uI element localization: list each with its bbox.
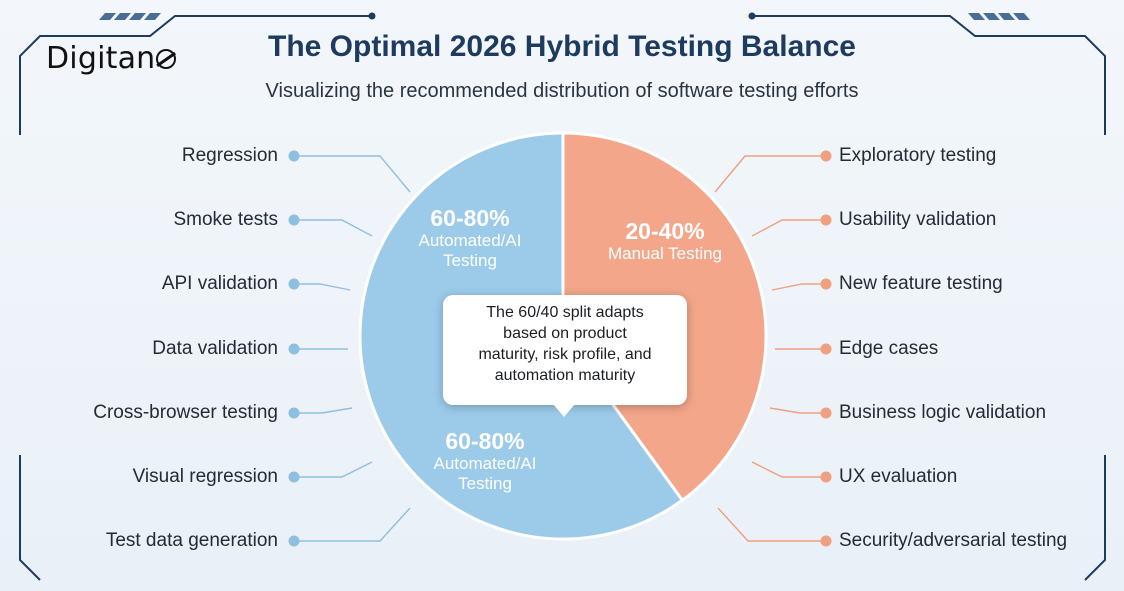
bullet-dot [288, 278, 300, 290]
bullet-dot [820, 278, 832, 290]
automated-item-label: Visual regression [132, 466, 278, 487]
pie-label-manual: 20-40% Manual Testing [607, 218, 723, 264]
bullet-dot [820, 343, 832, 355]
logo-o-mark-icon [156, 49, 177, 69]
manual-item-label: Exploratory testing [839, 145, 997, 166]
bullet-dot [288, 407, 300, 419]
manual-item-label: Usability validation [839, 209, 997, 230]
manual-item-label: Security/adversarial testing [839, 530, 1068, 551]
connector-line [714, 155, 826, 193]
connector-line [294, 219, 373, 237]
callout-line: automation maturity [494, 367, 636, 384]
automated-item-label: API validation [161, 273, 278, 294]
bullet-dot [288, 214, 300, 226]
bullet-dot [820, 535, 832, 547]
manual-item-label: Business logic validation [839, 402, 1047, 423]
page-subtitle: Visualizing the recommended distribution… [265, 80, 859, 102]
page-title: The Optimal 2026 Hybrid Testing Balance [268, 30, 856, 63]
connector-line [751, 461, 826, 478]
connector-line [294, 461, 373, 478]
manual-item-label: UX evaluation [839, 466, 958, 487]
callout-line: based on product [503, 325, 627, 342]
pie-label-automated-top: 60-80% Automated/AI Testing [418, 205, 522, 270]
bullet-dot [288, 471, 300, 483]
bullet-dot [820, 150, 832, 162]
bullet-dot [288, 343, 300, 355]
center-callout: The 60/40 split adapts based on product … [443, 295, 687, 417]
automated-item-label: Regression [181, 145, 278, 166]
connector-line [294, 283, 351, 291]
automated-item-label: Test data generation [105, 530, 278, 551]
bullet-dot [820, 471, 832, 483]
callout-line: maturity, risk profile, and [478, 346, 652, 363]
bullet-dot [820, 407, 832, 419]
connector-line [294, 155, 411, 193]
bullet-dot [288, 150, 300, 162]
callout-line: The 60/40 split adapts [486, 304, 644, 321]
bullet-dot [288, 535, 300, 547]
connector-line [769, 407, 826, 414]
connector-line [717, 507, 826, 542]
manual-item-label: Edge cases [839, 338, 939, 359]
connector-line [294, 407, 353, 414]
automated-item-label: Cross-browser testing [93, 402, 278, 423]
connector-line [294, 507, 411, 542]
connector-line [771, 283, 826, 291]
brand-logo: Digitan [46, 44, 177, 74]
pie-label-automated-bottom: 60-80% Automated/AI Testing [433, 428, 537, 493]
automated-item-label: Data validation [152, 338, 278, 359]
manual-item-label: New feature testing [839, 273, 1003, 294]
connector-line [751, 219, 826, 237]
automated-item-label: Smoke tests [173, 209, 278, 230]
bullet-dot [820, 214, 832, 226]
